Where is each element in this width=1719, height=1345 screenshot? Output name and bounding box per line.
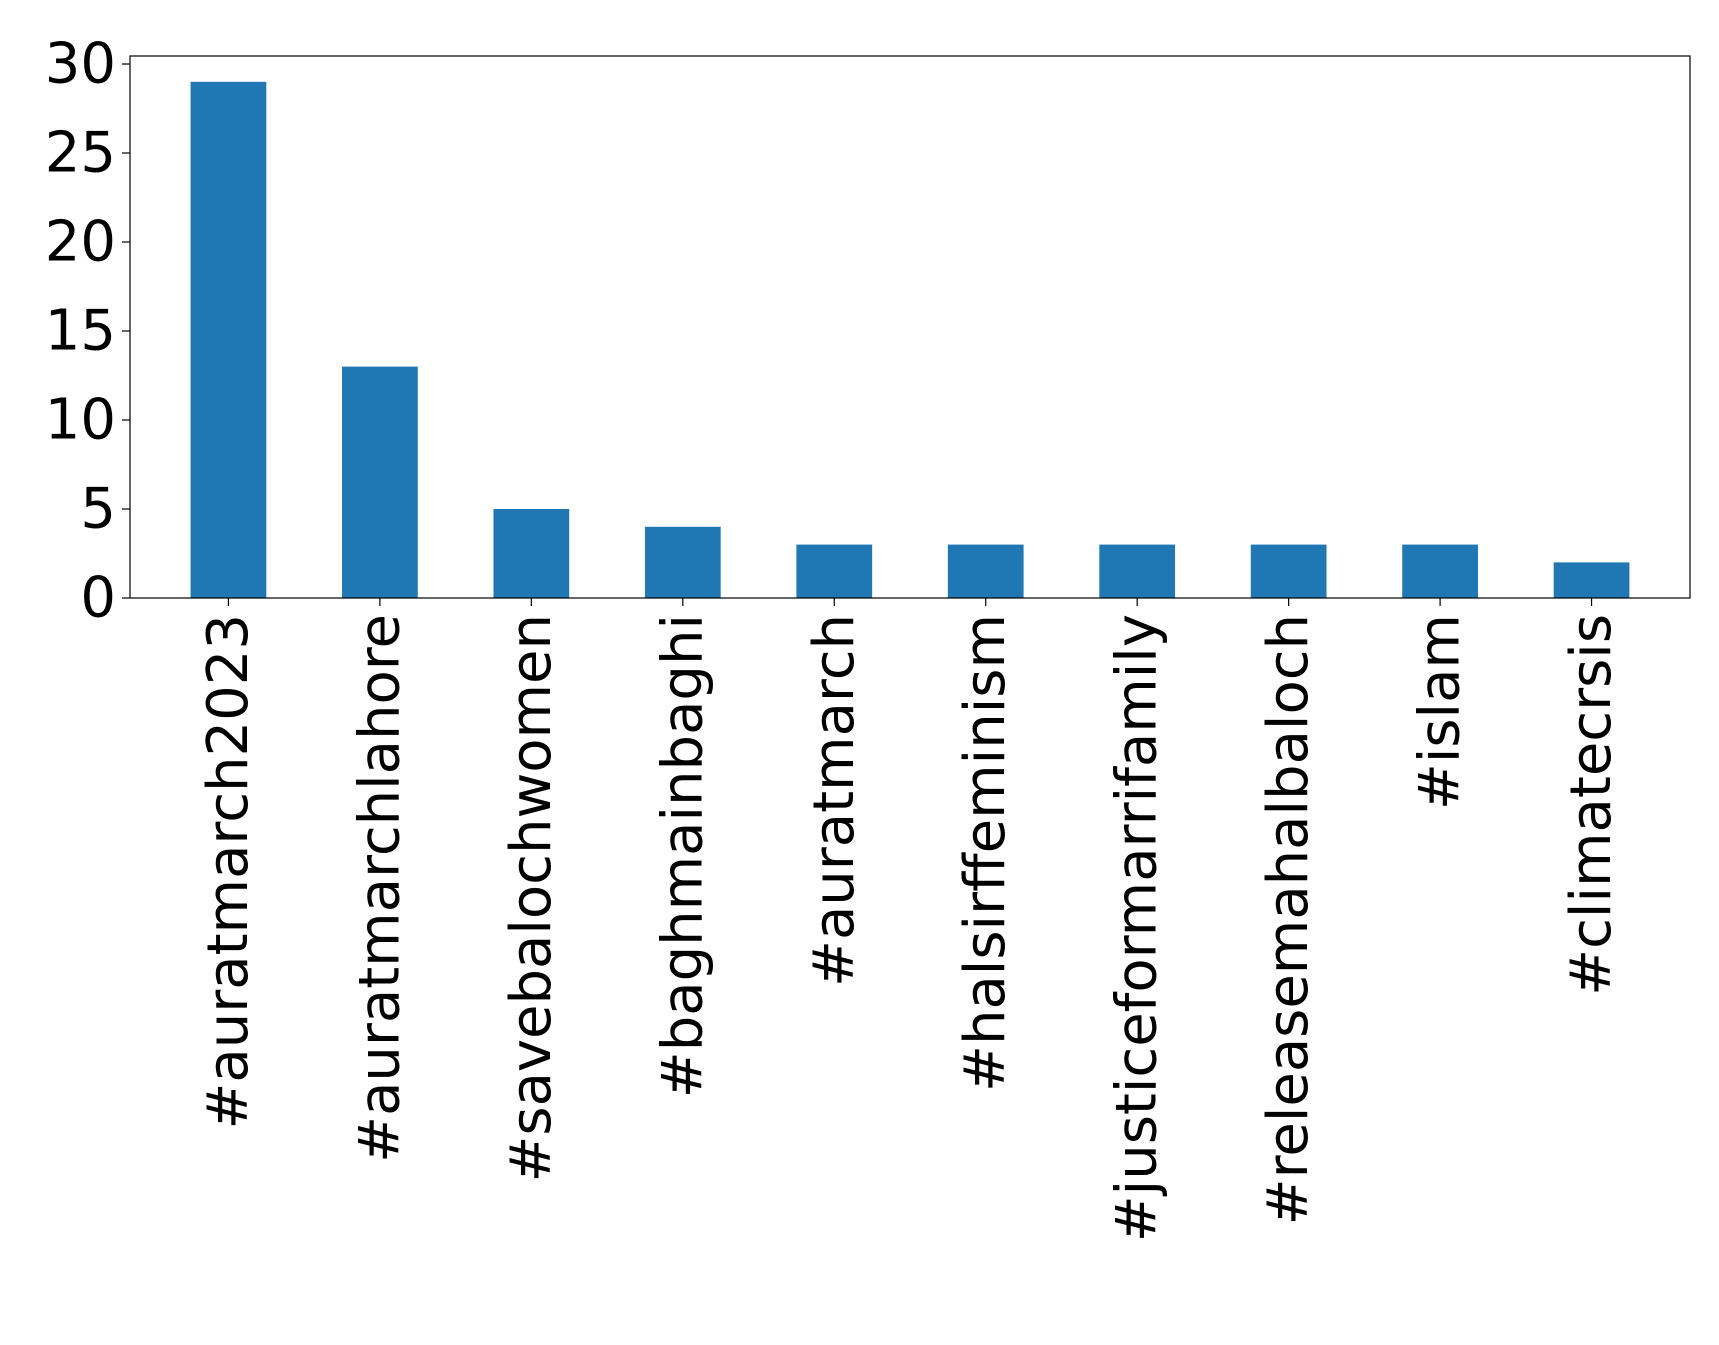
y-tick-label: 15 <box>45 299 116 364</box>
x-tick-label: #auratmarchlahore <box>347 614 412 1163</box>
bar-savebalochwomen <box>493 509 570 598</box>
bars-group <box>190 81 1630 599</box>
bar-climatecrsis <box>1553 562 1630 598</box>
y-tick-label: 5 <box>80 477 116 542</box>
bar-islam <box>1402 544 1478 598</box>
x-tick-label: #releasemahalbaloch <box>1256 614 1321 1225</box>
x-tick-label: #auratmarch <box>802 614 867 987</box>
bar-halsirffeminism <box>947 544 1024 598</box>
x-axis: #auratmarch2023 #auratmarchlahore #savebal… <box>196 598 1624 1242</box>
x-tick-label: #halsirffeminism <box>953 614 1018 1092</box>
y-tick-label: 30 <box>45 32 116 97</box>
x-tick-label: #savebalochwomen <box>499 614 564 1183</box>
y-tick-label: 20 <box>45 210 116 275</box>
y-tick-label: 0 <box>80 566 116 631</box>
bar-auratmarch <box>796 544 873 598</box>
x-tick-label: #baghmainbaghi <box>650 614 715 1098</box>
x-tick-label: #climatecrsis <box>1559 614 1624 996</box>
y-tick-label: 25 <box>45 121 116 186</box>
bar-auratmarchlahore <box>342 366 418 598</box>
bar-releasemahalbaloch <box>1250 544 1327 598</box>
bar-justiceformarrifamily <box>1099 544 1176 598</box>
y-tick-label: 10 <box>45 388 116 453</box>
x-tick-label: #islam <box>1408 614 1473 810</box>
y-axis: 0 5 10 15 20 25 30 <box>45 32 130 631</box>
x-tick-label: #justiceformarrifamily <box>1105 614 1170 1242</box>
bar-auratmarch2023 <box>190 81 267 599</box>
plot-frame <box>129 55 1691 599</box>
bar-baghmainbaghi <box>644 526 721 598</box>
x-tick-label: #auratmarch2023 <box>196 614 261 1129</box>
